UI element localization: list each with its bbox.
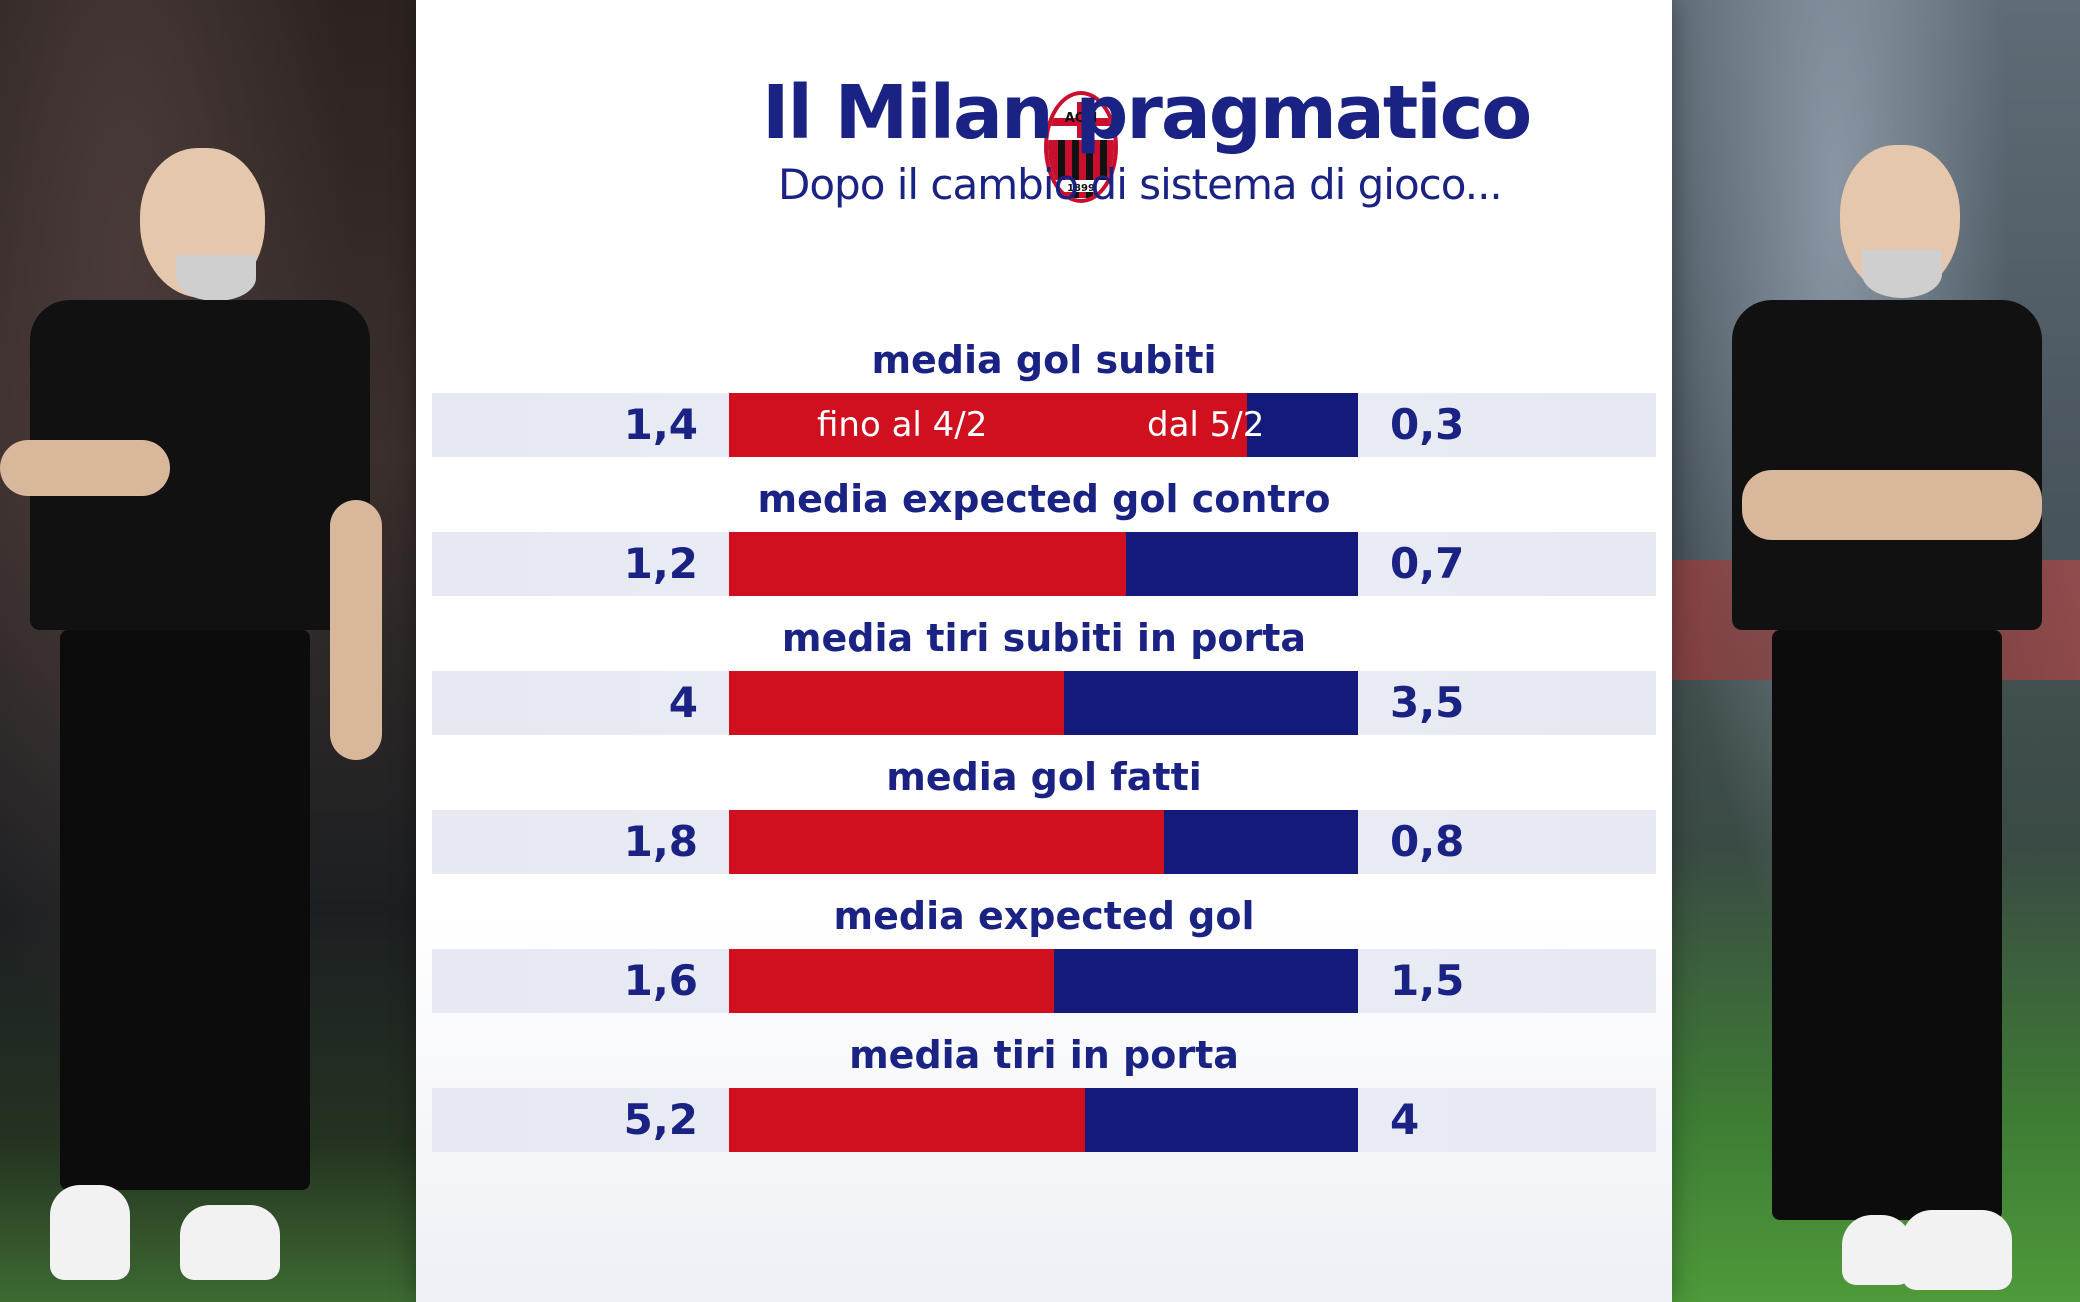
legend-before: fino al 4/2: [817, 405, 988, 445]
value-after: 0,8: [1390, 817, 1465, 866]
value-after: 1,5: [1390, 956, 1465, 1005]
chart-title: Il Milan pragmatico: [762, 70, 1532, 156]
chart-subtitle: Dopo il cambio di sistema di gioco...: [778, 160, 1503, 209]
value-before: 1,4: [623, 400, 698, 449]
svg-text:1899: 1899: [1067, 183, 1095, 194]
bar-segment-before: [729, 1088, 1085, 1152]
bar-segment-before: [729, 949, 1054, 1013]
bar-segment-before: [729, 532, 1127, 596]
stat-label: media tiri in porta: [849, 1033, 1239, 1077]
right-photo: [1672, 0, 2080, 1302]
svg-text:ACM: ACM: [1065, 111, 1098, 126]
bar-segment-after: [1084, 1088, 1358, 1152]
stacked-bar: [729, 671, 1358, 735]
infographic-panel: ACM 1899 Il Milan pragmatico Dopo il cam…: [416, 0, 1672, 1302]
value-after: 4: [1390, 1095, 1420, 1144]
value-after: 0,7: [1390, 539, 1465, 588]
stat-label: media gol subiti: [871, 338, 1217, 382]
legend-after: dal 5/2: [1147, 405, 1265, 445]
stacked-bar: fino al 4/2 dal 5/2: [729, 393, 1358, 457]
stat-label: media expected gol contro: [757, 477, 1331, 521]
value-before: 1,6: [623, 956, 698, 1005]
bar-segment-before: [729, 671, 1065, 735]
stacked-bar: [729, 949, 1358, 1013]
bar-segment-after: [1064, 671, 1358, 735]
bar-segment-before: [729, 393, 1247, 457]
ac-milan-crest-icon: ACM 1899: [1044, 91, 1118, 203]
value-before: 1,2: [623, 539, 698, 588]
stat-label: media tiri subiti in porta: [781, 616, 1307, 660]
left-photo: [0, 0, 416, 1302]
stat-label: media expected gol: [833, 894, 1255, 938]
value-before: 1,8: [623, 817, 698, 866]
bar-segment-after: [1053, 949, 1358, 1013]
stacked-bar: [729, 532, 1358, 596]
stacked-bar: [729, 810, 1358, 874]
value-before: 5,2: [623, 1095, 698, 1144]
value-after: 3,5: [1390, 678, 1465, 727]
bar-segment-after: [1247, 393, 1358, 457]
stat-label: media gol fatti: [886, 755, 1202, 799]
bar-segment-after: [1126, 532, 1358, 596]
stacked-bar: [729, 1088, 1358, 1152]
bar-segment-after: [1164, 810, 1358, 874]
value-after: 0,3: [1390, 400, 1465, 449]
bar-segment-before: [729, 810, 1165, 874]
value-before: 4: [668, 678, 698, 727]
